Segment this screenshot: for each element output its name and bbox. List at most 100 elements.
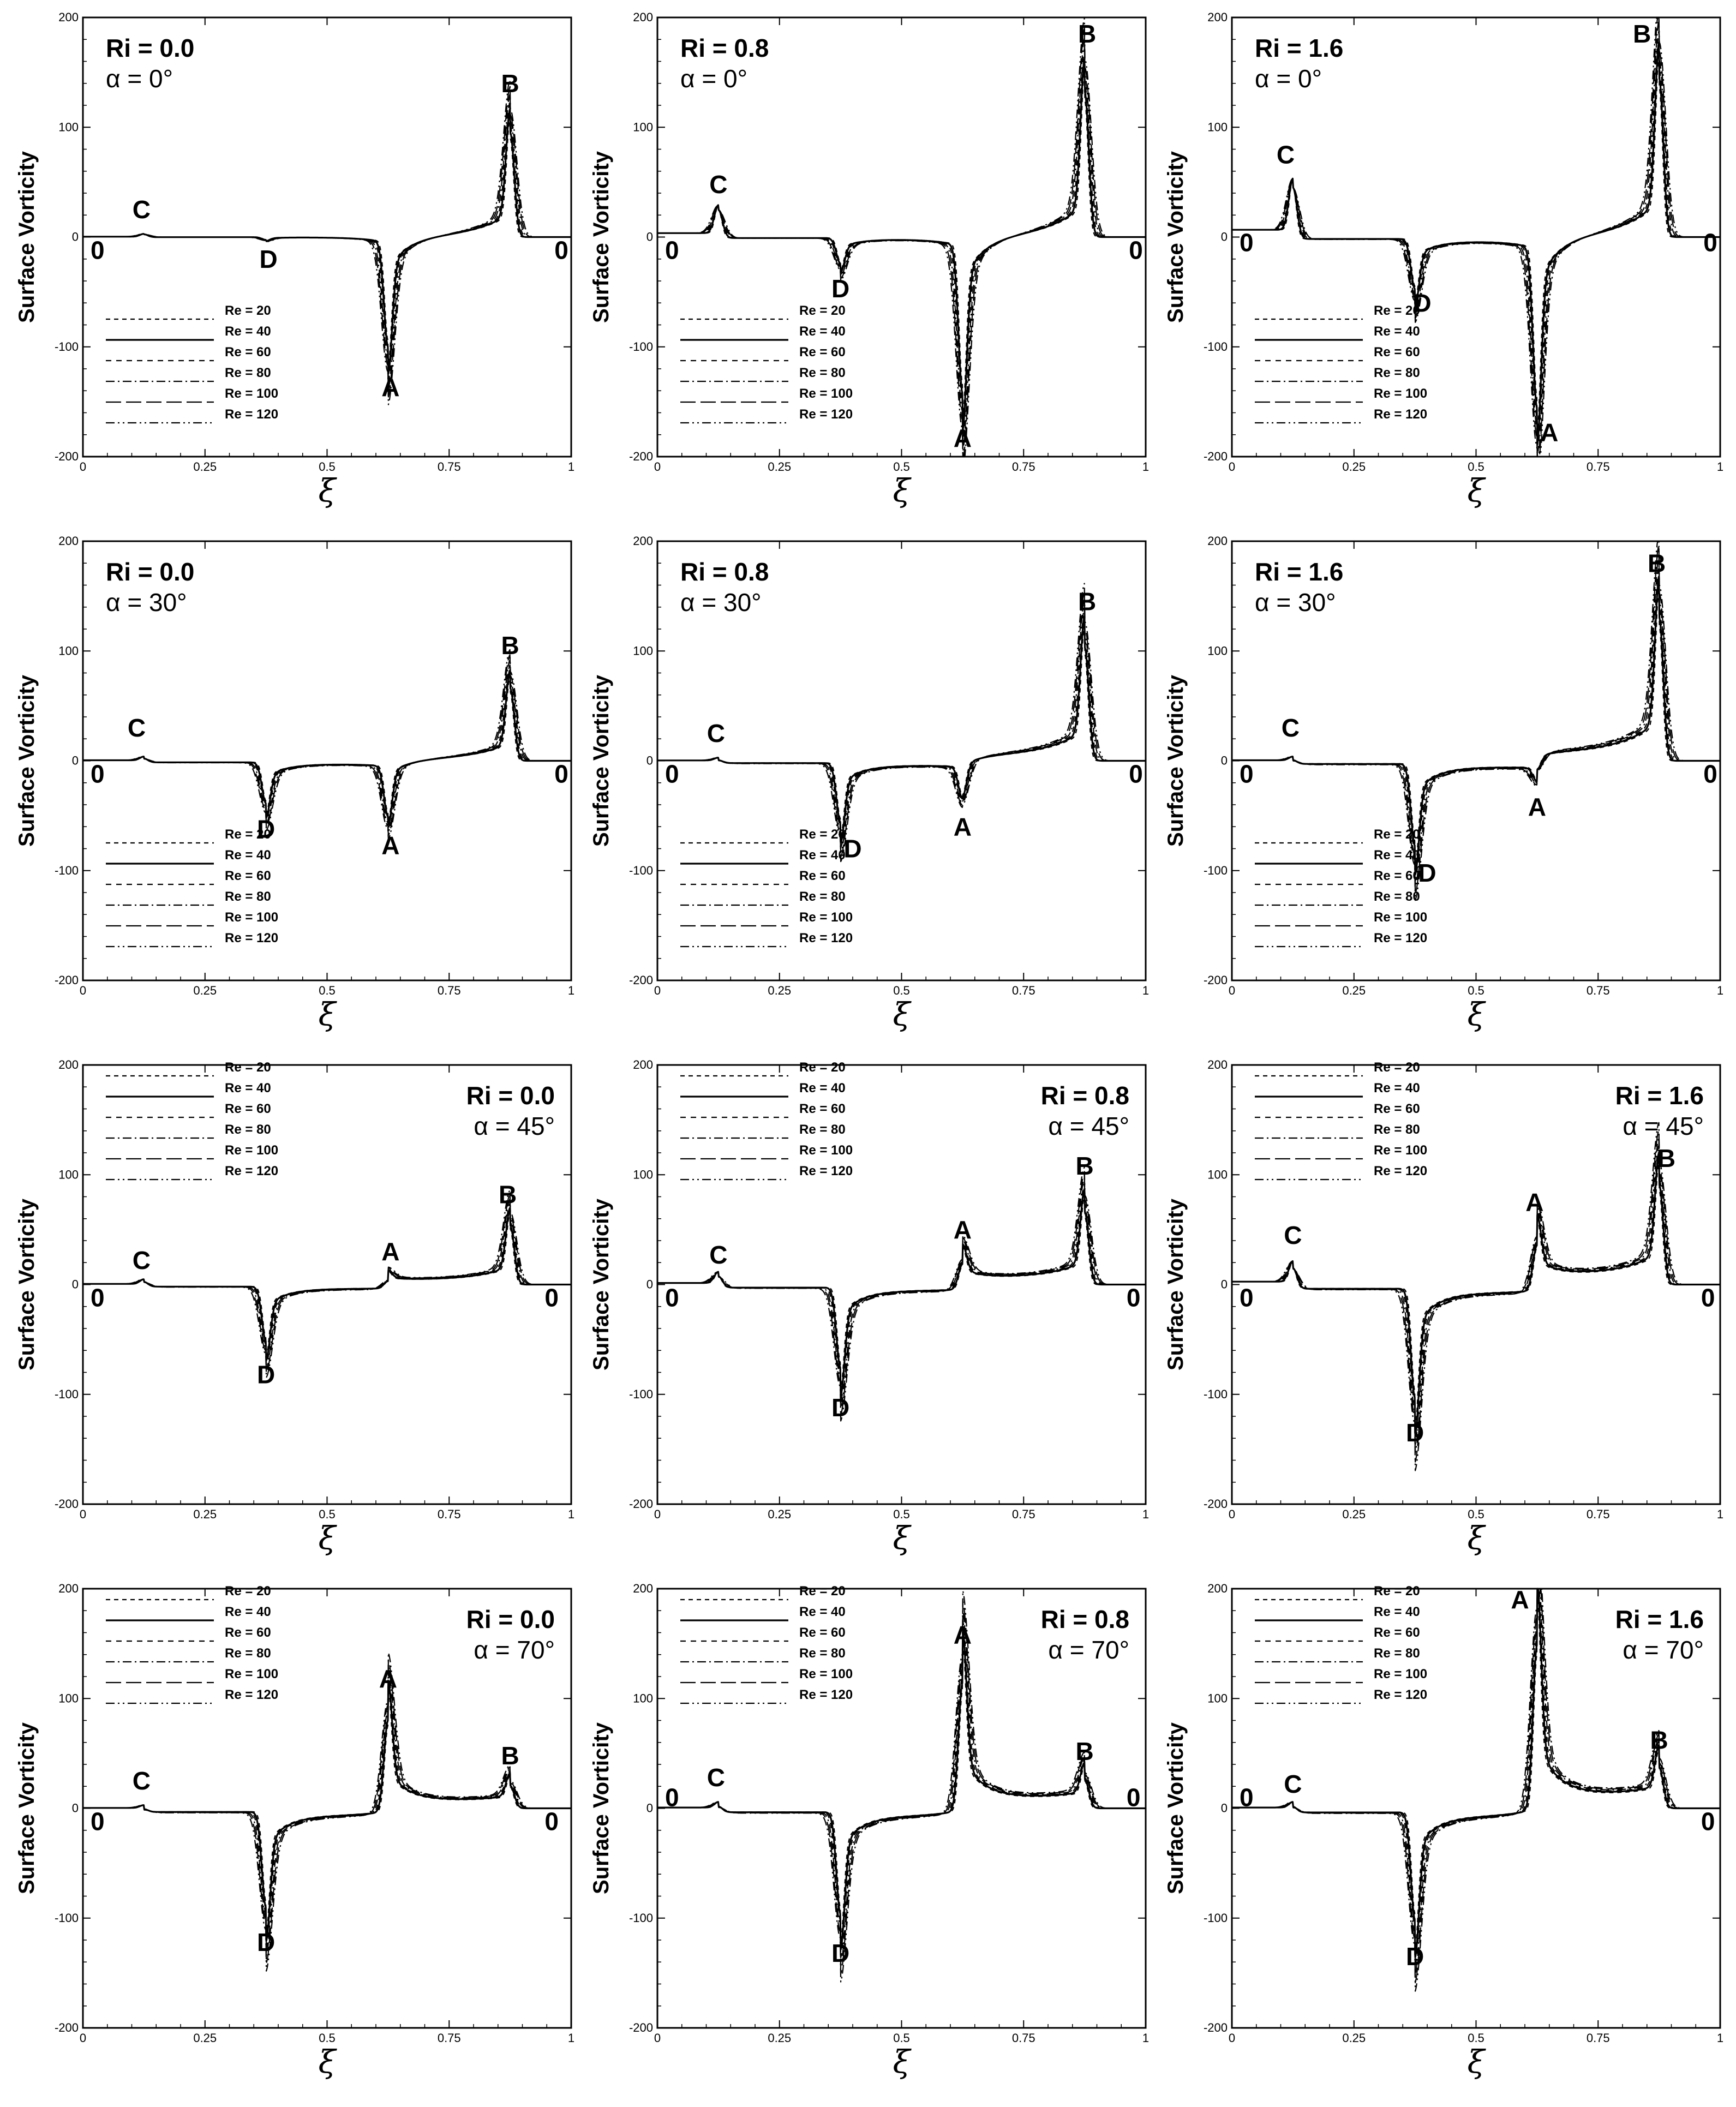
ri-label: Ri = 0.8 — [680, 34, 769, 62]
legend-entry: Re = 40 — [1374, 1605, 1420, 1619]
point-label-d: D — [831, 1393, 849, 1422]
y-tick-label: 0 — [1221, 230, 1228, 244]
series-line-re-2 — [1231, 576, 1721, 876]
y-tick-label: 0 — [646, 1278, 653, 1291]
legend-entry: Re = 120 — [1374, 1687, 1427, 1702]
y-tick-label: 0 — [1221, 1278, 1228, 1291]
y-tick-label: -200 — [55, 2021, 79, 2034]
x-axis-label: ξ — [893, 1519, 912, 1557]
y-tick-label: -100 — [629, 340, 653, 354]
y-tick-label: -100 — [629, 1911, 653, 1925]
legend-entry: Re = 20 — [1374, 1060, 1420, 1075]
y-axis-label: Surface Vorticity — [15, 1198, 39, 1370]
y-axis-label: Surface Vorticity — [589, 1722, 613, 1894]
x-axis-label: ξ — [319, 996, 338, 1033]
point-label-d: D — [257, 1361, 275, 1389]
x-tick-label: 0.75 — [1587, 1507, 1610, 1521]
legend-entry: Re = 60 — [799, 869, 846, 883]
point-label-0: 0 — [1129, 760, 1143, 788]
ri-label: Ri = 1.6 — [1255, 34, 1343, 62]
legend-entry: Re = 80 — [799, 889, 846, 904]
legend-entry: Re = 20 — [225, 303, 271, 318]
point-label-b: B — [501, 1741, 519, 1770]
legend-entry: Re = 20 — [799, 827, 846, 842]
x-tick-label: 0.75 — [1587, 460, 1610, 474]
series-line-re-4 — [657, 599, 1146, 853]
point-label-a: A — [954, 1216, 972, 1244]
legend-entry: Re = 100 — [225, 1667, 278, 1681]
ri-label: Ri = 0.8 — [680, 558, 769, 586]
point-label-b: B — [1648, 549, 1666, 577]
x-tick-label: 1 — [1142, 2031, 1149, 2045]
legend-entry: Re = 60 — [1374, 345, 1420, 360]
x-tick-label: 0.5 — [1468, 984, 1484, 997]
series-group — [82, 79, 572, 405]
y-axis-label: Surface Vorticity — [1164, 151, 1188, 323]
x-tick-label: 0.25 — [1342, 460, 1366, 474]
alpha-label: α = 45° — [474, 1112, 555, 1140]
y-tick-label: -200 — [55, 450, 79, 463]
legend-entry: Re = 120 — [799, 1164, 853, 1178]
alpha-label: α = 30° — [680, 588, 762, 616]
x-tick-label: 0 — [80, 1507, 86, 1521]
legend-entry: Re = 20 — [799, 1584, 846, 1599]
legend-entry: Re = 60 — [799, 1102, 846, 1116]
series-line-re-3 — [1231, 31, 1721, 457]
legend-entry: Re = 80 — [1374, 1122, 1420, 1137]
legend-entry: Re = 20 — [1374, 1584, 1420, 1599]
panel-12: 0 0.25 0.5 0.75 1 -200 -100 0 100 200 Surface Vort… — [1164, 1582, 1723, 2080]
point-label-0: 0 — [1701, 1284, 1715, 1312]
series-line-re-5 — [82, 1659, 572, 1964]
series-line-re-1 — [82, 116, 572, 367]
legend-entry: Re = 20 — [1374, 827, 1420, 842]
point-label-a: A — [954, 812, 972, 841]
x-tick-label: 0.5 — [319, 460, 336, 474]
legend-entry: Re = 100 — [225, 386, 278, 401]
panel-3: 0 0.25 0.5 0.75 1 -200 -100 0 100 200 Surface Vort… — [1164, 10, 1723, 509]
alpha-label: α = 70° — [1048, 1636, 1129, 1664]
y-tick-label: -200 — [629, 2021, 653, 2034]
legend-entry: Re = 40 — [1374, 324, 1420, 339]
legend-entry: Re = 60 — [225, 345, 271, 360]
y-tick-label: 0 — [72, 1278, 79, 1291]
series-line-re-3 — [657, 48, 1146, 441]
point-label-d: D — [257, 1928, 275, 1956]
legend-entry: Re = 120 — [225, 1164, 278, 1178]
series-line-re-5 — [1231, 1129, 1721, 1463]
ri-label: Ri = 0.0 — [466, 1605, 555, 1633]
point-label-c: C — [128, 714, 146, 742]
legend-entry: Re = 120 — [225, 931, 278, 945]
y-tick-label: -200 — [1204, 450, 1228, 463]
y-tick-label: 200 — [58, 1058, 79, 1072]
series-line-re-5 — [82, 1194, 572, 1374]
x-tick-label: 0.25 — [768, 2031, 791, 2045]
y-tick-label: 100 — [58, 120, 79, 134]
x-tick-label: 1 — [568, 984, 574, 997]
y-tick-label: 100 — [1207, 1691, 1228, 1705]
point-label-d: D — [843, 835, 861, 863]
y-axis-label: Surface Vorticity — [589, 151, 613, 323]
legend-entry: Re = 60 — [1374, 1625, 1420, 1640]
y-tick-label: -200 — [629, 973, 653, 987]
point-label-0: 0 — [91, 760, 105, 788]
series-line-re-4 — [657, 1610, 1146, 1967]
x-tick-label: 1 — [568, 2031, 574, 2045]
point-label-b: B — [501, 631, 519, 660]
x-tick-label: 0.25 — [193, 2031, 217, 2045]
y-tick-label: 200 — [58, 1582, 79, 1595]
y-tick-label: 200 — [1207, 1582, 1228, 1595]
series-line-re-6 — [657, 1590, 1146, 1983]
point-label-0: 0 — [554, 236, 568, 265]
point-label-0: 0 — [1703, 229, 1717, 257]
series-line-re-4 — [82, 94, 572, 390]
panel-2: 0 0.25 0.5 0.75 1 -200 -100 0 100 200 Surface Vort… — [589, 10, 1149, 509]
y-tick-label: -100 — [55, 864, 79, 877]
legend: Re = 20 Re = 40 Re = 60 Re = 80 Re = 100 Re =… — [106, 1060, 278, 1181]
y-tick-label: -200 — [1204, 2021, 1228, 2034]
x-tick-label: 0 — [80, 460, 86, 474]
y-tick-label: 100 — [58, 1691, 79, 1705]
point-label-a: A — [954, 424, 972, 452]
point-label-d: D — [1418, 859, 1436, 887]
point-label-d: D — [831, 274, 849, 303]
